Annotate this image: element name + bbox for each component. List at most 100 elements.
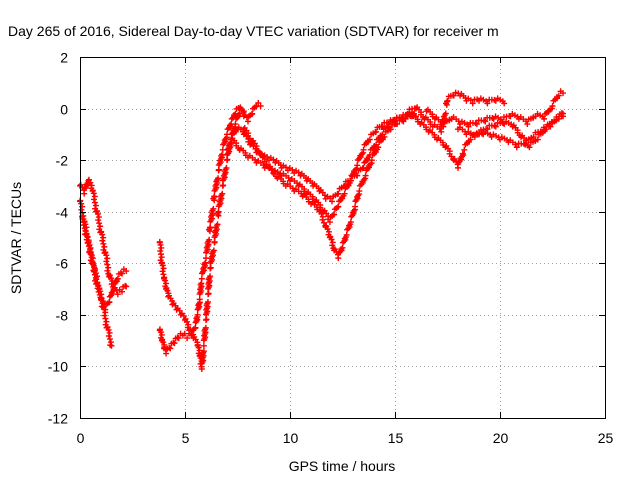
data-point-interp [85, 237, 92, 244]
data-point-interp [98, 297, 105, 304]
data-point [196, 296, 203, 303]
data-point [119, 270, 125, 277]
data-point [108, 342, 115, 349]
data-point [335, 255, 342, 262]
data-point-interp [219, 190, 226, 197]
data-point-interp [163, 284, 170, 291]
data-point [257, 102, 264, 109]
data-point-interp [93, 270, 100, 277]
data-point-interp [270, 156, 277, 163]
data-point-interp [103, 252, 110, 259]
data-point-interp [96, 220, 103, 227]
data-point [360, 146, 367, 153]
data-point [539, 128, 545, 135]
data-point-interp [206, 236, 213, 243]
data-point [215, 167, 222, 174]
data-point-interp [90, 261, 97, 268]
data-point-interp [157, 248, 164, 255]
data-point-interp [459, 150, 466, 157]
data-point [560, 90, 566, 97]
data-point-interp [97, 223, 104, 230]
data-point-interp [289, 166, 296, 173]
data-point [482, 118, 489, 125]
data-point-interp [105, 333, 112, 340]
data-point-interp [99, 237, 106, 244]
data-point [203, 255, 209, 262]
data-point-interp [81, 225, 88, 232]
data-point [207, 224, 214, 231]
data-point-interp [202, 324, 209, 331]
series-track-2 [77, 197, 130, 313]
data-point-interp [85, 243, 92, 250]
data-point-interp [91, 193, 98, 200]
data-point-interp [103, 258, 110, 265]
data-point-interp [159, 268, 166, 275]
data-point [381, 133, 388, 140]
data-point-interp [93, 276, 100, 283]
data-point-interp [84, 234, 91, 241]
data-point [335, 190, 342, 197]
data-point [167, 345, 174, 352]
data-point-interp [99, 231, 106, 238]
data-point [343, 231, 350, 238]
data-point-interp [105, 264, 112, 271]
data-point-interp [100, 240, 107, 247]
data-point-interp [162, 277, 169, 284]
data-point [526, 144, 533, 151]
data-point [198, 275, 205, 282]
data-point [368, 157, 375, 164]
data-point-interp [327, 233, 334, 240]
data-point [224, 131, 230, 138]
data-point [188, 332, 195, 339]
data-point-interp [180, 312, 187, 319]
grid-layer [80, 57, 605, 418]
data-point-interp [442, 110, 449, 117]
data-point [326, 219, 333, 226]
data-point-interp [106, 336, 113, 343]
series-track-10 [404, 89, 508, 135]
data-point-interp [158, 254, 165, 261]
series-track-8 [240, 120, 401, 262]
data-point-interp [210, 205, 217, 212]
data-point-interp [98, 291, 105, 298]
data-point-interp [81, 219, 88, 226]
y-tick-label: 0 [60, 102, 68, 118]
data-point-interp [106, 329, 113, 336]
data-point [175, 335, 182, 342]
data-point [215, 208, 222, 215]
data-point [81, 190, 88, 197]
data-point [541, 115, 548, 122]
data-point-interp [200, 348, 207, 355]
x-tick-label: 0 [77, 430, 85, 446]
data-point [203, 317, 209, 324]
x-tick-label: 10 [283, 430, 299, 446]
data-point-interp [106, 272, 113, 279]
data-point-interp [159, 336, 166, 343]
ticks-layer: 0 5 10 15 20 25 -12 -10 -8 -6 -4 -2 0 2 [48, 50, 614, 447]
data-point-interp [97, 294, 104, 301]
data-point [373, 128, 380, 135]
data-point-interp [101, 243, 108, 250]
data-point [450, 92, 457, 99]
data-point [329, 198, 335, 205]
data-point-interp [90, 190, 97, 197]
data-point-interp [97, 288, 104, 295]
data-point [114, 275, 121, 282]
data-point [177, 311, 184, 318]
data-point-interp [156, 238, 163, 245]
data-point [444, 97, 451, 104]
data-point-interp [101, 312, 108, 319]
data-point-interp [327, 195, 334, 202]
data-point-interp [160, 265, 167, 272]
data-point [335, 203, 342, 210]
data-point-interp [104, 255, 111, 262]
data-point [184, 335, 191, 342]
y-tick-label: 2 [60, 50, 68, 66]
data-point-interp [94, 210, 101, 217]
data-point-interp [157, 329, 164, 336]
data-point-interp [92, 202, 99, 209]
data-point [123, 283, 130, 290]
data-point [114, 291, 121, 298]
data-point-interp [295, 169, 302, 176]
data-point-interp [78, 200, 85, 207]
